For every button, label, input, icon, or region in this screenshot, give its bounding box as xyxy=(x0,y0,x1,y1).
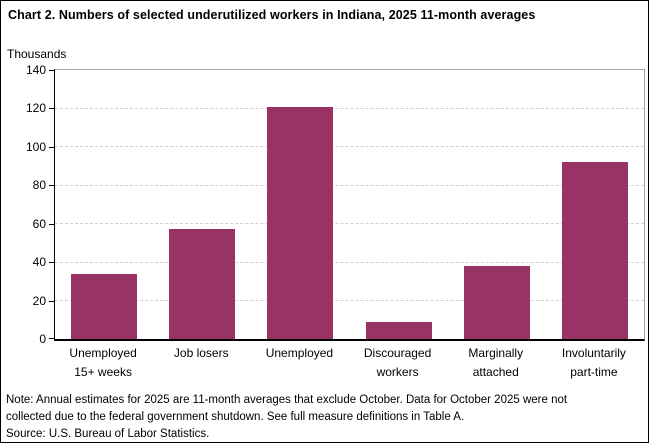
bar xyxy=(365,321,432,339)
bar xyxy=(71,273,138,339)
y-tick-mark xyxy=(48,108,54,110)
y-tick-mark xyxy=(48,338,54,339)
y-tick-label: 140 xyxy=(25,63,46,77)
gridline xyxy=(55,146,644,148)
x-category-label-line: Involuntarily xyxy=(561,346,626,360)
source-line: Source: U.S. Bureau of Labor Statistics. xyxy=(6,428,210,440)
x-category-label: Marginally attached xyxy=(441,344,551,382)
y-tick-label: 40 xyxy=(32,255,46,270)
gridline xyxy=(55,300,644,302)
x-category-label-line: 15+ weeks xyxy=(74,365,132,379)
note-line-2: collected due to the federal government … xyxy=(6,411,465,423)
footnote: Note: Annual estimates for 2025 are 11-m… xyxy=(6,392,646,442)
y-tick-mark xyxy=(48,223,54,225)
x-category-label-line: attached xyxy=(472,365,519,379)
x-axis-labels: Unemployed 15+ weeks Job losers Unemployed D… xyxy=(54,344,643,386)
y-tick-label: 60 xyxy=(32,216,46,231)
y-tick-mark xyxy=(48,262,54,264)
x-category-label-line: Job losers xyxy=(173,346,229,360)
gridline xyxy=(55,261,644,263)
y-tick-label: 120 xyxy=(25,101,46,116)
x-category-label-line: Unemployed xyxy=(265,346,334,360)
y-tick-mark xyxy=(48,300,54,302)
gridline xyxy=(55,223,644,225)
y-tick-mark xyxy=(48,185,54,187)
chart-title: Chart 2. Numbers of selected underutiliz… xyxy=(8,8,536,22)
x-category-label-line: Unemployed xyxy=(69,346,137,360)
y-tick-label: 20 xyxy=(32,293,46,308)
x-category-label: Unemployed xyxy=(244,344,354,363)
note-line-1: Note: Annual estimates for 2025 are 11-m… xyxy=(6,394,568,406)
gridline xyxy=(55,107,644,109)
y-tick-mark xyxy=(48,146,54,148)
y-tick-label: 80 xyxy=(32,178,46,193)
y-tick-label: 100 xyxy=(25,139,46,154)
x-category-label-line: Marginally xyxy=(468,346,524,360)
x-category-label: Job losers xyxy=(146,344,256,363)
y-axis-units-label: Thousands xyxy=(7,47,67,61)
x-category-label-line: workers xyxy=(376,365,419,379)
x-category-label-line: part-time xyxy=(570,365,618,379)
x-category-label-line: Discouraged xyxy=(363,346,432,360)
bar xyxy=(267,106,334,339)
y-tick-label: 0 xyxy=(39,332,46,346)
x-category-label: Unemployed 15+ weeks xyxy=(48,344,158,382)
x-category-label: Discouraged workers xyxy=(343,344,453,382)
bar xyxy=(463,266,530,339)
plot-area: 0 20 40 60 80 100 120 140 xyxy=(26,63,645,346)
x-category-label: Involuntarily part-time xyxy=(539,344,648,382)
gridline xyxy=(55,184,644,186)
y-tick-mark xyxy=(48,70,54,71)
bar xyxy=(561,162,628,339)
bar xyxy=(169,229,236,339)
